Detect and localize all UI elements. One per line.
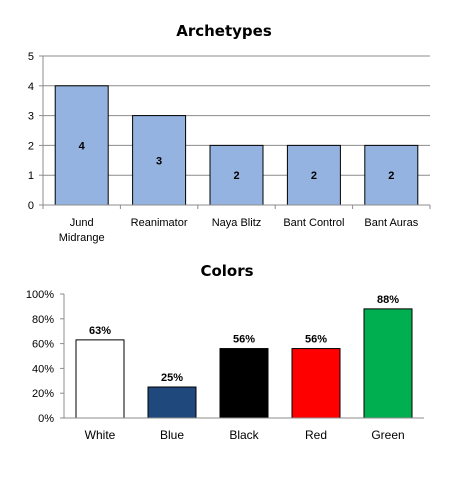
- archetypes-bar: [364, 144, 419, 206]
- archetypes-category-label: Reanimator: [131, 217, 188, 229]
- colors-y-tick-label: 40%: [32, 363, 54, 375]
- colors-y-tick-label: 0%: [38, 413, 54, 425]
- colors-bar: [363, 308, 413, 419]
- colors-data-label: 25%: [161, 372, 183, 384]
- colors-data-label: 63%: [89, 325, 111, 337]
- colors-category-label: Red: [305, 428, 327, 442]
- archetypes-data-label: 3: [156, 155, 162, 167]
- archetypes-bar: [286, 144, 341, 206]
- archetypes-category-labels: Jund Midrange Reanimator Naya Blitz Bant Con…: [59, 217, 419, 244]
- colors-data-label: 88%: [377, 294, 399, 306]
- archetypes-category-label: Jund: [70, 217, 94, 229]
- archetypes-category-label: Midrange: [59, 232, 105, 244]
- archetypes-y-tick-label: 5: [28, 51, 34, 63]
- colors-category-labels: White Blue Black Red Green: [85, 428, 405, 442]
- archetypes-chart: Archetypes 0 1 2 3 4 5 4 3 2 2 2 Jund Midrange Rean…: [28, 22, 431, 244]
- colors-chart: Colors 0% 20% 40% 60% 80% 100% 63% 25% 56% 56% 88…: [26, 262, 424, 442]
- colors-chart-title: Colors: [200, 262, 253, 280]
- archetypes-data-label: 2: [311, 170, 317, 182]
- colors-data-label: 56%: [233, 334, 255, 346]
- archetypes-y-tick-label: 3: [28, 111, 34, 123]
- colors-y-tick-label: 60%: [32, 339, 54, 351]
- colors-bars: [60, 293, 413, 419]
- colors-bar: [291, 348, 341, 419]
- colors-bar: [75, 339, 125, 419]
- archetypes-category-label: Bant Control: [283, 217, 344, 229]
- archetypes-y-tick-label: 0: [28, 200, 34, 212]
- colors-y-tick-label: 20%: [32, 388, 54, 400]
- archetypes-y-tick-labels: 0 1 2 3 4 5: [28, 51, 34, 212]
- colors-category-label: White: [85, 428, 116, 442]
- archetypes-bar: [132, 115, 187, 206]
- archetypes-data-labels: 4 3 2 2 2: [79, 140, 395, 182]
- archetypes-data-label: 2: [233, 170, 239, 182]
- archetypes-bars: [54, 85, 419, 206]
- archetypes-data-label: 2: [388, 170, 394, 182]
- colors-category-label: Blue: [160, 428, 184, 442]
- colors-y-tick-label: 80%: [32, 314, 54, 326]
- archetypes-y-tick-label: 4: [28, 81, 34, 93]
- archetypes-y-tick-label: 2: [28, 140, 34, 152]
- colors-y-tick-labels: 0% 20% 40% 60% 80% 100%: [26, 289, 54, 425]
- colors-bar: [219, 348, 269, 419]
- colors-bar: [147, 386, 197, 419]
- archetypes-bar: [54, 85, 109, 206]
- archetypes-bar: [209, 144, 264, 206]
- colors-y-tick-label: 100%: [26, 289, 54, 301]
- archetypes-chart-title: Archetypes: [176, 22, 272, 40]
- colors-data-labels: 63% 25% 56% 56% 88%: [89, 294, 399, 384]
- colors-category-label: Green: [371, 428, 404, 442]
- colors-data-label: 56%: [305, 334, 327, 346]
- archetypes-category-label: Bant Auras: [364, 217, 418, 229]
- archetypes-y-tick-label: 1: [28, 170, 34, 182]
- archetypes-data-label: 4: [79, 140, 86, 152]
- colors-category-label: Black: [229, 428, 259, 442]
- archetypes-category-label: Naya Blitz: [212, 217, 262, 229]
